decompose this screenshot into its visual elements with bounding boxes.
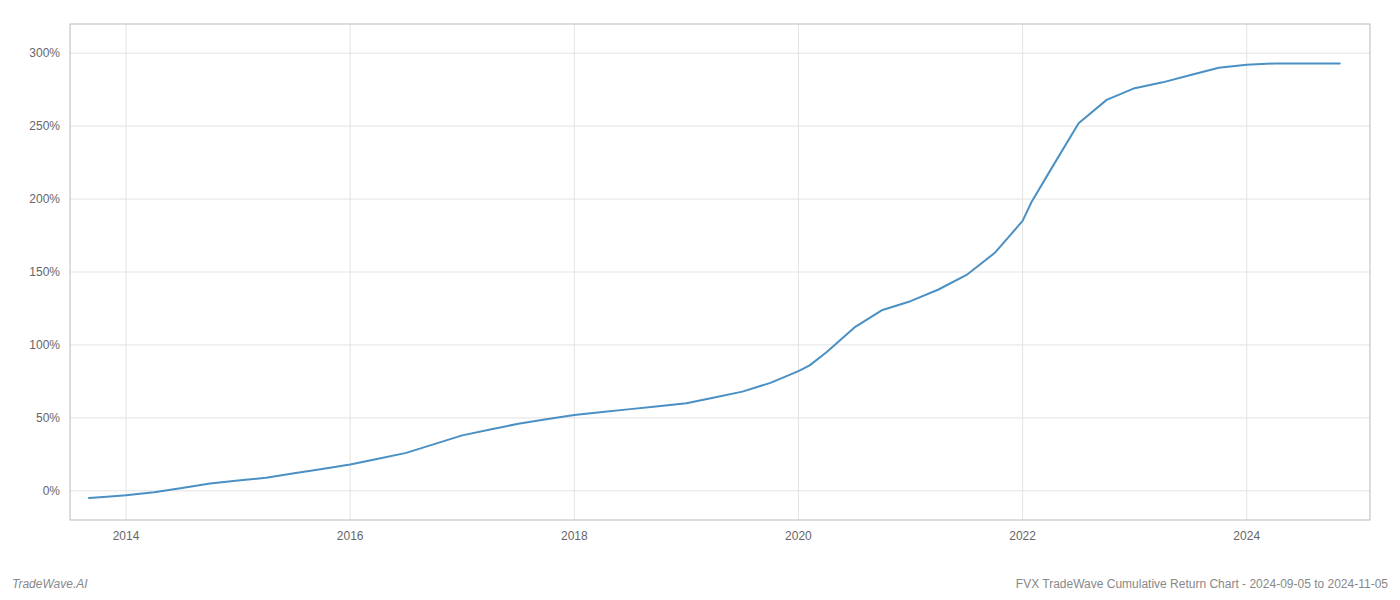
grid-line [126,24,127,520]
tick-labels: 0% 50% 100% 150% 200% 250% 300% 2014 2016 2018 202… [29,46,1260,543]
grid-line [70,490,1370,491]
footer-right: FVX TradeWave Cumulative Return Chart - … [1016,577,1389,591]
x-tick-label: 2022 [1009,529,1036,543]
grid-line [574,24,575,520]
y-tick-label: 250% [29,119,60,133]
footer-left: TradeWave.AI [12,577,88,591]
grid-line [1246,24,1247,520]
line [89,63,1340,498]
grid [70,24,1370,520]
grid-line [70,53,1370,54]
chart: 0% 50% 100% 150% 200% 250% 300% 2014 2016 2018 202… [0,0,1400,600]
grid-line [70,126,1370,127]
x-tick-label: 2016 [337,529,364,543]
x-tick-label: 2018 [561,529,588,543]
grid-line [798,24,799,520]
y-tick-label: 100% [29,338,60,352]
y-tick-label: 300% [29,46,60,60]
y-tick-label: 50% [36,411,60,425]
x-tick-label: 2024 [1233,529,1260,543]
grid-line [70,417,1370,418]
x-tick-label: 2020 [785,529,812,543]
plot-area [89,63,1340,498]
y-tick-label: 150% [29,265,60,279]
x-tick-label: 2014 [113,529,140,543]
grid-line [70,344,1370,345]
y-tick-label: 0% [43,484,61,498]
y-tick-label: 200% [29,192,60,206]
grid-line [70,199,1370,200]
grid-line [1022,24,1023,520]
grid-line [70,272,1370,273]
grid-line [350,24,351,520]
plot-frame [70,24,1370,520]
